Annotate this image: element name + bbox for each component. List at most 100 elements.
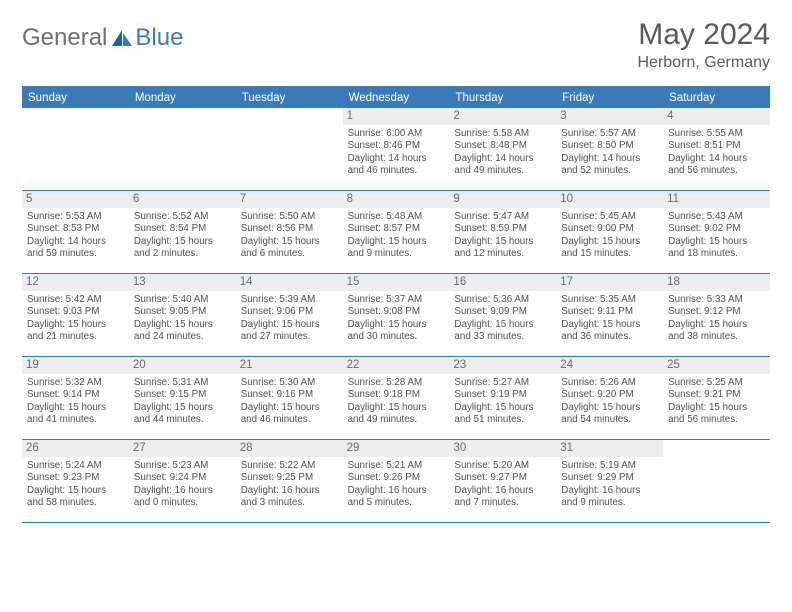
day-detail: Sunrise: 6:00 AMSunset: 8:46 PMDaylight:… (348, 128, 445, 178)
day-cell: 11 Sunrise: 5:43 AMSunset: 9:02 PMDayligh… (663, 191, 770, 273)
day-cell: 17 Sunrise: 5:35 AMSunset: 9:11 PMDayligh… (556, 274, 663, 356)
day-number: 31 (556, 440, 663, 457)
day-cell (663, 440, 770, 522)
day-detail: Sunrise: 5:39 AMSunset: 9:06 PMDaylight:… (241, 294, 338, 344)
day-cell: 13 Sunrise: 5:40 AMSunset: 9:05 PMDayligh… (129, 274, 236, 356)
day-detail: Sunrise: 5:32 AMSunset: 9:14 PMDaylight:… (27, 377, 124, 427)
day-detail: Sunrise: 5:42 AMSunset: 9:03 PMDaylight:… (27, 294, 124, 344)
week-row: 19 Sunrise: 5:32 AMSunset: 9:14 PMDayligh… (22, 357, 770, 440)
weeks-container: 1 Sunrise: 6:00 AMSunset: 8:46 PMDaylight… (22, 108, 770, 523)
day-number: 23 (449, 357, 556, 374)
day-number: 13 (129, 274, 236, 291)
day-cell (236, 108, 343, 190)
day-detail: Sunrise: 5:55 AMSunset: 8:51 PMDaylight:… (668, 128, 765, 178)
day-number: 24 (556, 357, 663, 374)
day-cell: 18 Sunrise: 5:33 AMSunset: 9:12 PMDayligh… (663, 274, 770, 356)
day-number: 16 (449, 274, 556, 291)
day-cell: 24 Sunrise: 5:26 AMSunset: 9:20 PMDayligh… (556, 357, 663, 439)
day-detail: Sunrise: 5:20 AMSunset: 9:27 PMDaylight:… (454, 460, 551, 510)
logo-sail-icon (111, 29, 133, 47)
day-cell: 25 Sunrise: 5:25 AMSunset: 9:21 PMDayligh… (663, 357, 770, 439)
day-number: 6 (129, 191, 236, 208)
day-number: 28 (236, 440, 343, 457)
day-number: 17 (556, 274, 663, 291)
day-number: 9 (449, 191, 556, 208)
day-detail: Sunrise: 5:26 AMSunset: 9:20 PMDaylight:… (561, 377, 658, 427)
day-detail: Sunrise: 5:48 AMSunset: 8:57 PMDaylight:… (348, 211, 445, 261)
day-detail: Sunrise: 5:21 AMSunset: 9:26 PMDaylight:… (348, 460, 445, 510)
logo-text-blue: Blue (135, 24, 183, 52)
day-number: 21 (236, 357, 343, 374)
day-cell: 30 Sunrise: 5:20 AMSunset: 9:27 PMDayligh… (449, 440, 556, 522)
day-detail: Sunrise: 5:57 AMSunset: 8:50 PMDaylight:… (561, 128, 658, 178)
logo-text-general: General (22, 24, 107, 52)
day-cell: 28 Sunrise: 5:22 AMSunset: 9:25 PMDayligh… (236, 440, 343, 522)
day-number: 7 (236, 191, 343, 208)
day-cell: 19 Sunrise: 5:32 AMSunset: 9:14 PMDayligh… (22, 357, 129, 439)
dow-cell: Tuesday (236, 88, 343, 108)
day-cell: 31 Sunrise: 5:19 AMSunset: 9:29 PMDayligh… (556, 440, 663, 522)
day-number: 5 (22, 191, 129, 208)
day-number: 3 (556, 108, 663, 125)
day-number: 25 (663, 357, 770, 374)
week-row: 26Sunrise: 5:24 AMSunset: 9:23 PMDayligh… (22, 440, 770, 523)
day-detail: Sunrise: 5:36 AMSunset: 9:09 PMDaylight:… (454, 294, 551, 344)
day-detail: Sunrise: 5:40 AMSunset: 9:05 PMDaylight:… (134, 294, 231, 344)
day-cell: 8 Sunrise: 5:48 AMSunset: 8:57 PMDaylight… (343, 191, 450, 273)
day-detail: Sunrise: 5:47 AMSunset: 8:59 PMDaylight:… (454, 211, 551, 261)
day-detail: Sunrise: 5:52 AMSunset: 8:54 PMDaylight:… (134, 211, 231, 261)
day-number: 11 (663, 191, 770, 208)
header: General Blue May 2024 Herborn, Germany (22, 18, 770, 72)
day-number: 18 (663, 274, 770, 291)
day-detail: Sunrise: 5:22 AMSunset: 9:25 PMDaylight:… (241, 460, 338, 510)
day-detail: Sunrise: 5:58 AMSunset: 8:48 PMDaylight:… (454, 128, 551, 178)
day-detail: Sunrise: 5:53 AMSunset: 8:53 PMDaylight:… (27, 211, 124, 261)
day-detail: Sunrise: 5:24 AMSunset: 9:23 PMDaylight:… (27, 460, 124, 510)
week-row: 5 Sunrise: 5:53 AMSunset: 8:53 PMDaylight… (22, 191, 770, 274)
day-number: 15 (343, 274, 450, 291)
day-cell: 29Sunrise: 5:21 AMSunset: 9:26 PMDayligh… (343, 440, 450, 522)
day-number: 2 (449, 108, 556, 125)
day-cell: 5 Sunrise: 5:53 AMSunset: 8:53 PMDaylight… (22, 191, 129, 273)
day-cell: 7 Sunrise: 5:50 AMSunset: 8:56 PMDaylight… (236, 191, 343, 273)
day-number: 10 (556, 191, 663, 208)
month-title: May 2024 (638, 18, 771, 52)
day-detail: Sunrise: 5:35 AMSunset: 9:11 PMDaylight:… (561, 294, 658, 344)
day-number: 30 (449, 440, 556, 457)
day-cell: 21 Sunrise: 5:30 AMSunset: 9:16 PMDayligh… (236, 357, 343, 439)
week-row: 12 Sunrise: 5:42 AMSunset: 9:03 PMDayligh… (22, 274, 770, 357)
day-cell: 23Sunrise: 5:27 AMSunset: 9:19 PMDayligh… (449, 357, 556, 439)
day-cell: 12 Sunrise: 5:42 AMSunset: 9:03 PMDayligh… (22, 274, 129, 356)
day-detail: Sunrise: 5:23 AMSunset: 9:24 PMDaylight:… (134, 460, 231, 510)
day-cell: 20Sunrise: 5:31 AMSunset: 9:15 PMDayligh… (129, 357, 236, 439)
day-detail: Sunrise: 5:19 AMSunset: 9:29 PMDaylight:… (561, 460, 658, 510)
day-detail: Sunrise: 5:43 AMSunset: 9:02 PMDaylight:… (668, 211, 765, 261)
day-number: 19 (22, 357, 129, 374)
day-detail: Sunrise: 5:50 AMSunset: 8:56 PMDaylight:… (241, 211, 338, 261)
day-detail: Sunrise: 5:30 AMSunset: 9:16 PMDaylight:… (241, 377, 338, 427)
day-number: 1 (343, 108, 450, 125)
day-cell: 14 Sunrise: 5:39 AMSunset: 9:06 PMDayligh… (236, 274, 343, 356)
day-of-week-header: SundayMondayTuesdayWednesdayThursdayFrid… (22, 88, 770, 108)
day-detail: Sunrise: 5:25 AMSunset: 9:21 PMDaylight:… (668, 377, 765, 427)
day-cell: 3 Sunrise: 5:57 AMSunset: 8:50 PMDaylight… (556, 108, 663, 190)
day-detail: Sunrise: 5:37 AMSunset: 9:08 PMDaylight:… (348, 294, 445, 344)
day-cell: 26Sunrise: 5:24 AMSunset: 9:23 PMDayligh… (22, 440, 129, 522)
dow-cell: Friday (556, 88, 663, 108)
title-block: May 2024 Herborn, Germany (638, 18, 771, 72)
dow-cell: Sunday (22, 88, 129, 108)
day-detail: Sunrise: 5:31 AMSunset: 9:15 PMDaylight:… (134, 377, 231, 427)
day-cell: 9 Sunrise: 5:47 AMSunset: 8:59 PMDaylight… (449, 191, 556, 273)
day-detail: Sunrise: 5:33 AMSunset: 9:12 PMDaylight:… (668, 294, 765, 344)
day-detail: Sunrise: 5:45 AMSunset: 9:00 PMDaylight:… (561, 211, 658, 261)
day-number: 12 (22, 274, 129, 291)
week-row: 1 Sunrise: 6:00 AMSunset: 8:46 PMDaylight… (22, 108, 770, 191)
day-number: 8 (343, 191, 450, 208)
day-cell (22, 108, 129, 190)
dow-cell: Saturday (663, 88, 770, 108)
day-cell: 27Sunrise: 5:23 AMSunset: 9:24 PMDayligh… (129, 440, 236, 522)
day-number: 22 (343, 357, 450, 374)
day-cell: 2 Sunrise: 5:58 AMSunset: 8:48 PMDaylight… (449, 108, 556, 190)
day-number: 14 (236, 274, 343, 291)
calendar: SundayMondayTuesdayWednesdayThursdayFrid… (22, 86, 770, 523)
